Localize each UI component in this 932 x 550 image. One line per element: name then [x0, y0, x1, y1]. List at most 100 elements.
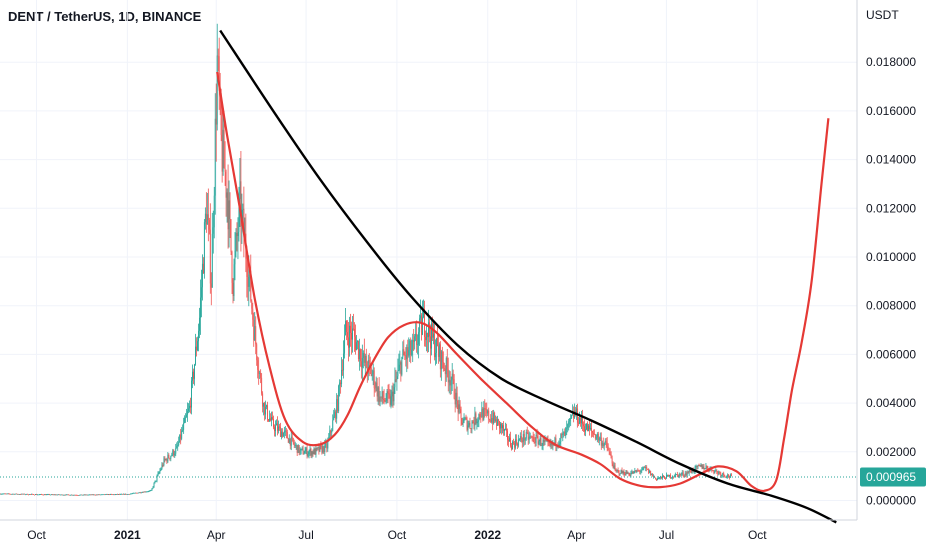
candle: [459, 400, 461, 414]
candle: [495, 415, 497, 423]
candle: [461, 417, 463, 426]
candle: [126, 494, 128, 495]
candle: [69, 495, 71, 496]
candle: [271, 411, 272, 427]
candle: [270, 413, 271, 422]
candle: [139, 491, 141, 494]
last-price-badge: 0.000965: [860, 467, 926, 487]
candle: [17, 493, 19, 495]
candle: [392, 382, 394, 408]
candle: [500, 422, 502, 434]
candle: [34, 494, 36, 496]
candle: [350, 313, 351, 347]
candle: [638, 469, 640, 472]
candle: [87, 494, 89, 496]
chart-title: DENT / TetherUS, 1D, BINANCE: [8, 9, 202, 24]
candle: [687, 471, 689, 474]
candle: [176, 442, 178, 449]
candle: [298, 445, 300, 456]
candle: [641, 467, 643, 474]
candle: [712, 469, 714, 472]
price-tick-label: 0.002000: [866, 445, 916, 459]
candle: [685, 471, 687, 478]
candle: [309, 444, 311, 456]
candle: [146, 491, 148, 493]
candle: [252, 302, 254, 327]
candle: [430, 324, 431, 364]
candle: [15, 493, 17, 495]
candle: [67, 494, 69, 496]
candle: [401, 356, 403, 377]
candle: [355, 335, 357, 351]
candle: [265, 400, 267, 420]
candle: [339, 379, 341, 397]
candle: [599, 432, 601, 441]
candle: [529, 432, 531, 440]
candle: [294, 441, 296, 448]
candle: [275, 420, 276, 437]
time-tick-label: Apr: [567, 528, 586, 542]
candle: [439, 341, 441, 378]
candle: [128, 494, 130, 495]
candle: [526, 426, 528, 435]
candle: [193, 368, 194, 385]
candle: [259, 370, 261, 380]
candle: [188, 403, 190, 414]
candle: [670, 477, 672, 479]
time-axis[interactable]: Oct 2021 Apr Jul Oct 2022 Apr Jul Oct: [27, 528, 767, 542]
candle: [213, 186, 215, 239]
candle: [662, 473, 663, 480]
candle: [579, 411, 581, 425]
price-axis[interactable]: 0.000000 0.002000 0.004000 0.006000 0.008000…: [866, 55, 916, 507]
candle: [80, 494, 82, 496]
candle: [438, 342, 440, 362]
candle: [186, 408, 188, 418]
candle: [386, 389, 388, 404]
candle: [140, 492, 142, 494]
candle: [730, 473, 732, 479]
candle: [486, 402, 488, 418]
candle: [149, 490, 151, 492]
candle: [237, 217, 239, 260]
candle: [497, 415, 499, 426]
candle: [297, 444, 299, 453]
candle: [582, 409, 583, 432]
candle: [103, 494, 105, 496]
price-unit: USDT: [866, 8, 899, 22]
candle: [378, 377, 380, 406]
candle: [442, 351, 444, 372]
candle: [78, 495, 80, 496]
candle: [608, 447, 610, 456]
candle: [398, 353, 400, 372]
candle: [131, 492, 133, 495]
red-trend-curve: [216, 71, 830, 493]
candle: [39, 493, 40, 496]
candle: [262, 391, 264, 413]
candle: [650, 470, 652, 476]
candle: [218, 37, 220, 110]
candle: [564, 428, 566, 436]
candle: [168, 453, 170, 459]
candle: [166, 457, 168, 464]
candle: [144, 491, 146, 493]
candle: [160, 467, 162, 472]
candle: [601, 440, 603, 448]
candle: [178, 436, 180, 447]
candle: [95, 494, 97, 496]
candle: [372, 363, 374, 386]
candle: [496, 416, 498, 430]
candle: [291, 432, 293, 442]
candle: [715, 468, 717, 472]
candle: [40, 494, 41, 495]
candle: [61, 494, 63, 496]
candle: [48, 493, 50, 496]
candle: [319, 445, 321, 453]
candle: [210, 272, 212, 306]
candle: [280, 428, 282, 440]
candle: [570, 414, 572, 426]
candle: [365, 348, 367, 369]
candle: [42, 494, 43, 496]
candle: [230, 219, 232, 256]
candle: [485, 402, 487, 417]
